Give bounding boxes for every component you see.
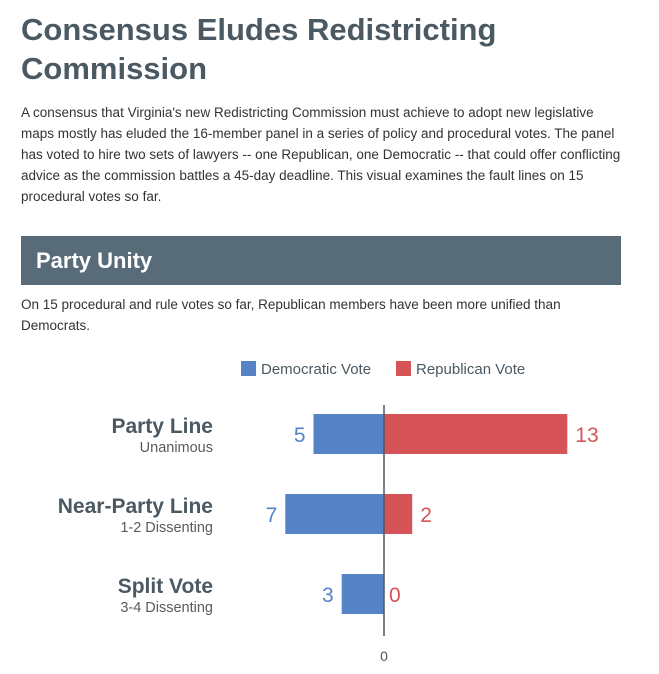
value-label-republican-party-line: 13 xyxy=(575,424,598,447)
chart-svg: Democratic Vote Republican Vote Party Line… xyxy=(58,361,599,664)
section-banner: Party Unity xyxy=(21,236,621,285)
legend-swatch-republican xyxy=(396,361,411,376)
value-label-democratic-party-line: 5 xyxy=(294,424,306,447)
bar-democratic-party-line xyxy=(313,414,384,454)
value-label-republican-split-vote: 0 xyxy=(389,584,401,607)
category-label-party-line: Party Line xyxy=(111,415,213,438)
bar-republican-near-party-line xyxy=(384,494,413,534)
value-label-democratic-split-vote: 3 xyxy=(322,584,334,607)
bar-democratic-split-vote xyxy=(341,574,384,614)
value-label-democratic-near-party-line: 7 xyxy=(266,504,278,527)
party-unity-chart: Democratic Vote Republican Vote Party Line… xyxy=(0,345,659,674)
category-sublabel-party-line: Unanimous xyxy=(140,440,213,456)
bar-republican-party-line xyxy=(384,414,568,454)
section-description: On 15 procedural and rule votes so far, … xyxy=(21,297,561,333)
category-label-near-party-line: Near-Party Line xyxy=(58,495,213,518)
bar-democratic-near-party-line xyxy=(285,494,384,534)
legend-swatch-democratic xyxy=(241,361,256,376)
legend-label-republican: Republican Vote xyxy=(416,361,525,378)
value-label-republican-near-party-line: 2 xyxy=(420,504,432,527)
category-sublabel-near-party-line: 1-2 Dissenting xyxy=(120,520,213,536)
legend-label-democratic: Democratic Vote xyxy=(261,361,371,378)
page-title: Consensus Eludes Redistricting Commissio… xyxy=(21,12,497,86)
zero-axis-label: 0 xyxy=(380,648,388,664)
category-sublabel-split-vote: 3-4 Dissenting xyxy=(120,600,213,616)
section-title: Party Unity xyxy=(36,248,153,273)
intro-paragraph: A consensus that Virginia's new Redistri… xyxy=(21,105,621,204)
category-label-split-vote: Split Vote xyxy=(118,575,213,598)
